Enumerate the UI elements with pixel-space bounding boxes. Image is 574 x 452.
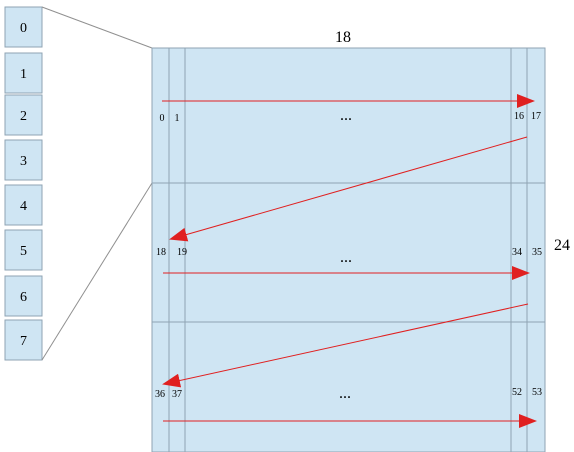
band-3-left-index-b: 37 bbox=[172, 389, 182, 400]
index-cell-0 bbox=[4, 6, 43, 48]
index-cell-3 bbox=[4, 139, 43, 181]
band-1-left-index-b: 1 bbox=[175, 113, 180, 124]
index-label-4: 4 bbox=[20, 199, 27, 214]
zoom-connector-bottom bbox=[41, 182, 153, 361]
zoom-connector-top bbox=[41, 6, 153, 49]
index-column: 0 1 2 3 4 5 6 7 bbox=[4, 6, 43, 361]
element-grid bbox=[151, 47, 546, 452]
index-label-6: 6 bbox=[20, 290, 27, 305]
band-1-ellipsis: ... bbox=[340, 107, 352, 124]
band-3-right-index-b: 53 bbox=[532, 387, 542, 398]
band-3-left-index-a: 36 bbox=[155, 389, 165, 400]
index-cell-4 bbox=[4, 184, 43, 226]
band-1-right-index-b: 17 bbox=[531, 111, 541, 122]
band-2-right-index-a: 34 bbox=[512, 247, 522, 258]
band-1-right-index-a: 16 bbox=[514, 111, 524, 122]
index-cell-1 bbox=[4, 52, 43, 94]
band-2-right-index-b: 35 bbox=[532, 247, 542, 258]
index-cell-2 bbox=[4, 94, 43, 136]
band-3-ellipsis: ... bbox=[339, 385, 351, 402]
band-1-left-index-a: 0 bbox=[160, 113, 165, 124]
index-label-5: 5 bbox=[20, 244, 27, 259]
band-2-left-index-a: 18 bbox=[156, 247, 166, 258]
index-cell-6 bbox=[4, 275, 43, 317]
band-2-ellipsis: ... bbox=[340, 249, 352, 266]
width-label: 18 bbox=[335, 29, 351, 46]
height-label: 24 bbox=[554, 237, 570, 254]
index-cell-5 bbox=[4, 229, 43, 271]
index-label-1: 1 bbox=[20, 67, 27, 82]
band-2-left-index-b: 19 bbox=[177, 247, 187, 258]
band-3-right-index-a: 52 bbox=[512, 387, 522, 398]
index-cell-7 bbox=[4, 319, 43, 361]
traversal-arrow-wrap-1 bbox=[169, 136, 528, 242]
traversal-arrow-wrap-2 bbox=[162, 303, 529, 388]
grid-background bbox=[151, 47, 546, 452]
index-label-3: 3 bbox=[20, 154, 27, 169]
index-label-2: 2 bbox=[20, 109, 27, 124]
index-label-0: 0 bbox=[20, 21, 27, 36]
index-label-7: 7 bbox=[20, 334, 27, 349]
